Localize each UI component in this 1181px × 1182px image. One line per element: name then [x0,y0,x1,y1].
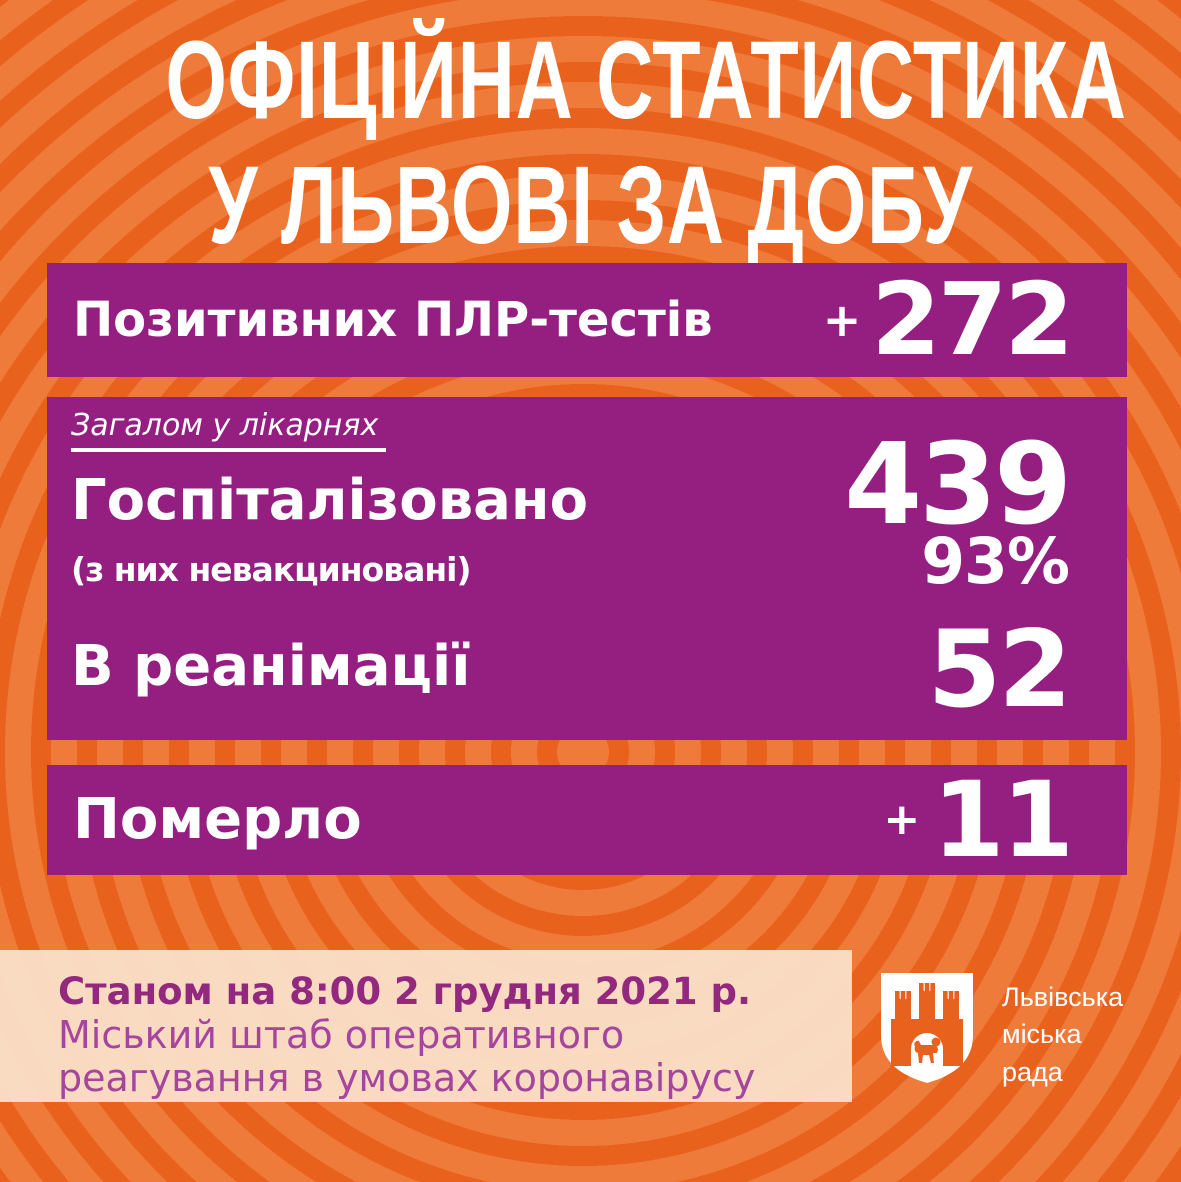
council-name-line-2: міська [1002,1019,1082,1050]
hospital-stats-panel: Загалом у лікарнях Госпіталізовано 439 (… [47,397,1127,740]
deaths-value: 11 [932,759,1074,881]
deaths-label: Померло [73,787,362,852]
unvaccinated-value: 93% [921,525,1070,598]
council-name-line-1: Львівська [1002,982,1124,1012]
pcr-tests-plus-sign: + [822,293,862,347]
report-datetime: Станом на 8:00 2 грудня 2021 р. [58,970,752,1013]
lviv-coat-of-arms-icon [881,973,973,1083]
poster-title: ОФІЦІЙНА СТАТИСТИКА У ЛЬВОВІ ЗА ДОБУ [0,18,1181,269]
org-name-line-1: Міський штаб оперативного [58,1013,625,1058]
deaths-plus-sign: + [883,794,921,845]
title-line-1: ОФІЦІЙНА СТАТИСТИКА [165,19,1127,142]
footer-panel: Станом на 8:00 2 грудня 2021 р. Міський … [0,950,852,1102]
title-line-2: У ЛЬВОВІ ЗА ДОБУ [208,144,973,268]
icu-label: В реанімації [71,634,471,699]
hospitals-caption: Загалом у лікарнях [71,408,387,452]
org-name-line-2: реагування в умовах коронавірусу [58,1055,756,1100]
deaths-panel: Померло + 11 [47,765,1127,875]
lviv-city-council-logo: Львівська міська рада [881,973,1123,1087]
hospitalized-value: 439 [844,420,1072,550]
unvaccinated-label: (з них невакциновані) [71,550,472,589]
icu-value: 52 [927,608,1072,731]
council-name-line-3: рада [1002,1056,1063,1087]
pcr-tests-label: Позитивних ПЛР-тестів [73,292,713,348]
pcr-tests-value: 272 [871,261,1074,378]
council-name: Львівська міська рада [1002,979,1123,1091]
hospitalized-label: Госпіталізовано [71,468,589,533]
pcr-tests-panel: Позитивних ПЛР-тестів + 272 [47,263,1127,377]
